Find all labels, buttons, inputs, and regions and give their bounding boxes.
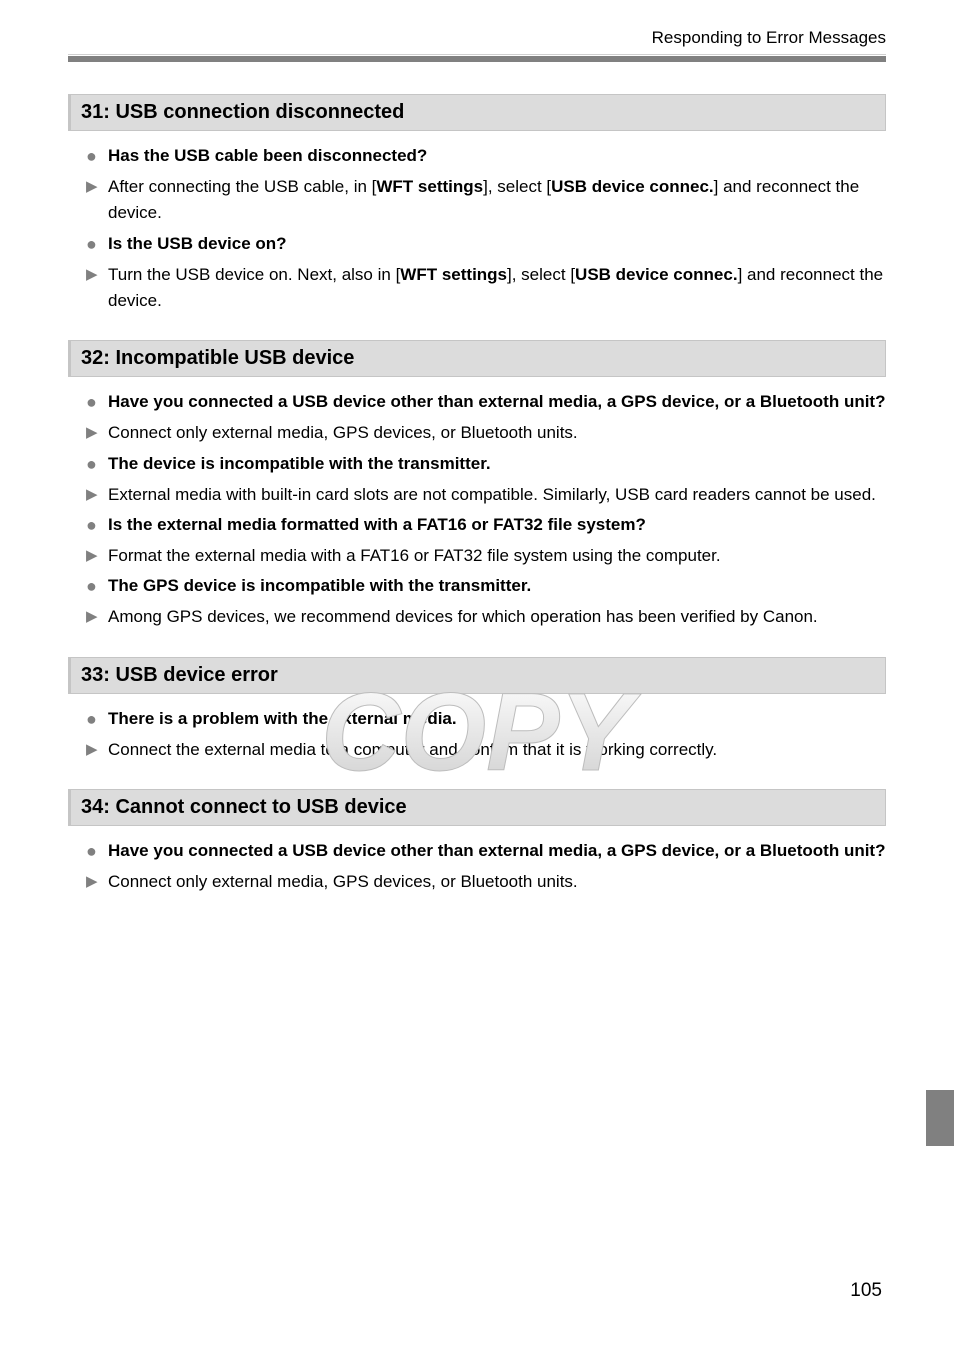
side-tab [926,1090,954,1146]
bullet-dot-icon: ● [86,573,108,600]
list-item-text: Among GPS devices, we recommend devices … [108,604,886,630]
list-item-text: Is the USB device on? [108,231,886,257]
section-heading: 32: Incompatible USB device [68,340,886,377]
list-item: ●Have you connected a USB device other t… [86,389,886,416]
section-content: ●Have you connected a USB device other t… [68,838,886,895]
list-item-text: Is the external media formatted with a F… [108,512,886,538]
list-item-text: Has the USB cable been disconnected? [108,143,886,169]
bullet-arrow-icon: ▶ [86,174,108,200]
list-item: ▶After connecting the USB cable, in [WFT… [86,174,886,227]
list-item: ●The GPS device is incompatible with the… [86,573,886,600]
list-item: ▶Connect only external media, GPS device… [86,869,886,895]
list-item-text: The GPS device is incompatible with the … [108,573,886,599]
section-content: ●There is a problem with the external me… [68,706,886,763]
bullet-arrow-icon: ▶ [86,543,108,569]
section-heading: 34: Cannot connect to USB device [68,789,886,826]
list-item-text: Format the external media with a FAT16 o… [108,543,886,569]
list-item: ▶Connect the external media to a compute… [86,737,886,763]
bullet-dot-icon: ● [86,838,108,865]
list-item: ●Is the USB device on? [86,231,886,258]
bullet-arrow-icon: ▶ [86,737,108,763]
list-item-text: Connect only external media, GPS devices… [108,420,886,446]
list-item: ●Has the USB cable been disconnected? [86,143,886,170]
list-item: ▶Turn the USB device on. Next, also in [… [86,262,886,315]
section-heading: 31: USB connection disconnected [68,94,886,131]
list-item-text: Connect only external media, GPS devices… [108,869,886,895]
list-item-text: After connecting the USB cable, in [WFT … [108,174,886,227]
page-number: 105 [850,1280,882,1302]
list-item-text: Have you connected a USB device other th… [108,389,886,415]
list-item-text: The device is incompatible with the tran… [108,451,886,477]
header-divider [68,56,886,62]
bullet-dot-icon: ● [86,706,108,733]
bullet-arrow-icon: ▶ [86,262,108,288]
bullet-arrow-icon: ▶ [86,420,108,446]
bullet-arrow-icon: ▶ [86,482,108,508]
list-item: ●Have you connected a USB device other t… [86,838,886,865]
list-item: ●Is the external media formatted with a … [86,512,886,539]
section-content: ●Have you connected a USB device other t… [68,389,886,630]
list-item-text: Have you connected a USB device other th… [108,838,886,864]
bullet-dot-icon: ● [86,389,108,416]
bullet-dot-icon: ● [86,512,108,539]
list-item-text: Connect the external media to a computer… [108,737,886,763]
list-item: ●There is a problem with the external me… [86,706,886,733]
list-item: ▶Format the external media with a FAT16 … [86,543,886,569]
bullet-dot-icon: ● [86,231,108,258]
list-item: ●The device is incompatible with the tra… [86,451,886,478]
list-item-text: External media with built-in card slots … [108,482,886,508]
bullet-arrow-icon: ▶ [86,869,108,895]
list-item: ▶Connect only external media, GPS device… [86,420,886,446]
bullet-arrow-icon: ▶ [86,604,108,630]
list-item-text: Turn the USB device on. Next, also in [W… [108,262,886,315]
bullet-dot-icon: ● [86,143,108,170]
section-content: ●Has the USB cable been disconnected?▶Af… [68,143,886,314]
list-item: ▶Among GPS devices, we recommend devices… [86,604,886,630]
list-item-text: There is a problem with the external med… [108,706,886,732]
bullet-dot-icon: ● [86,451,108,478]
list-item: ▶External media with built-in card slots… [86,482,886,508]
section-heading: 33: USB device error [68,657,886,694]
breadcrumb: Responding to Error Messages [68,28,886,48]
